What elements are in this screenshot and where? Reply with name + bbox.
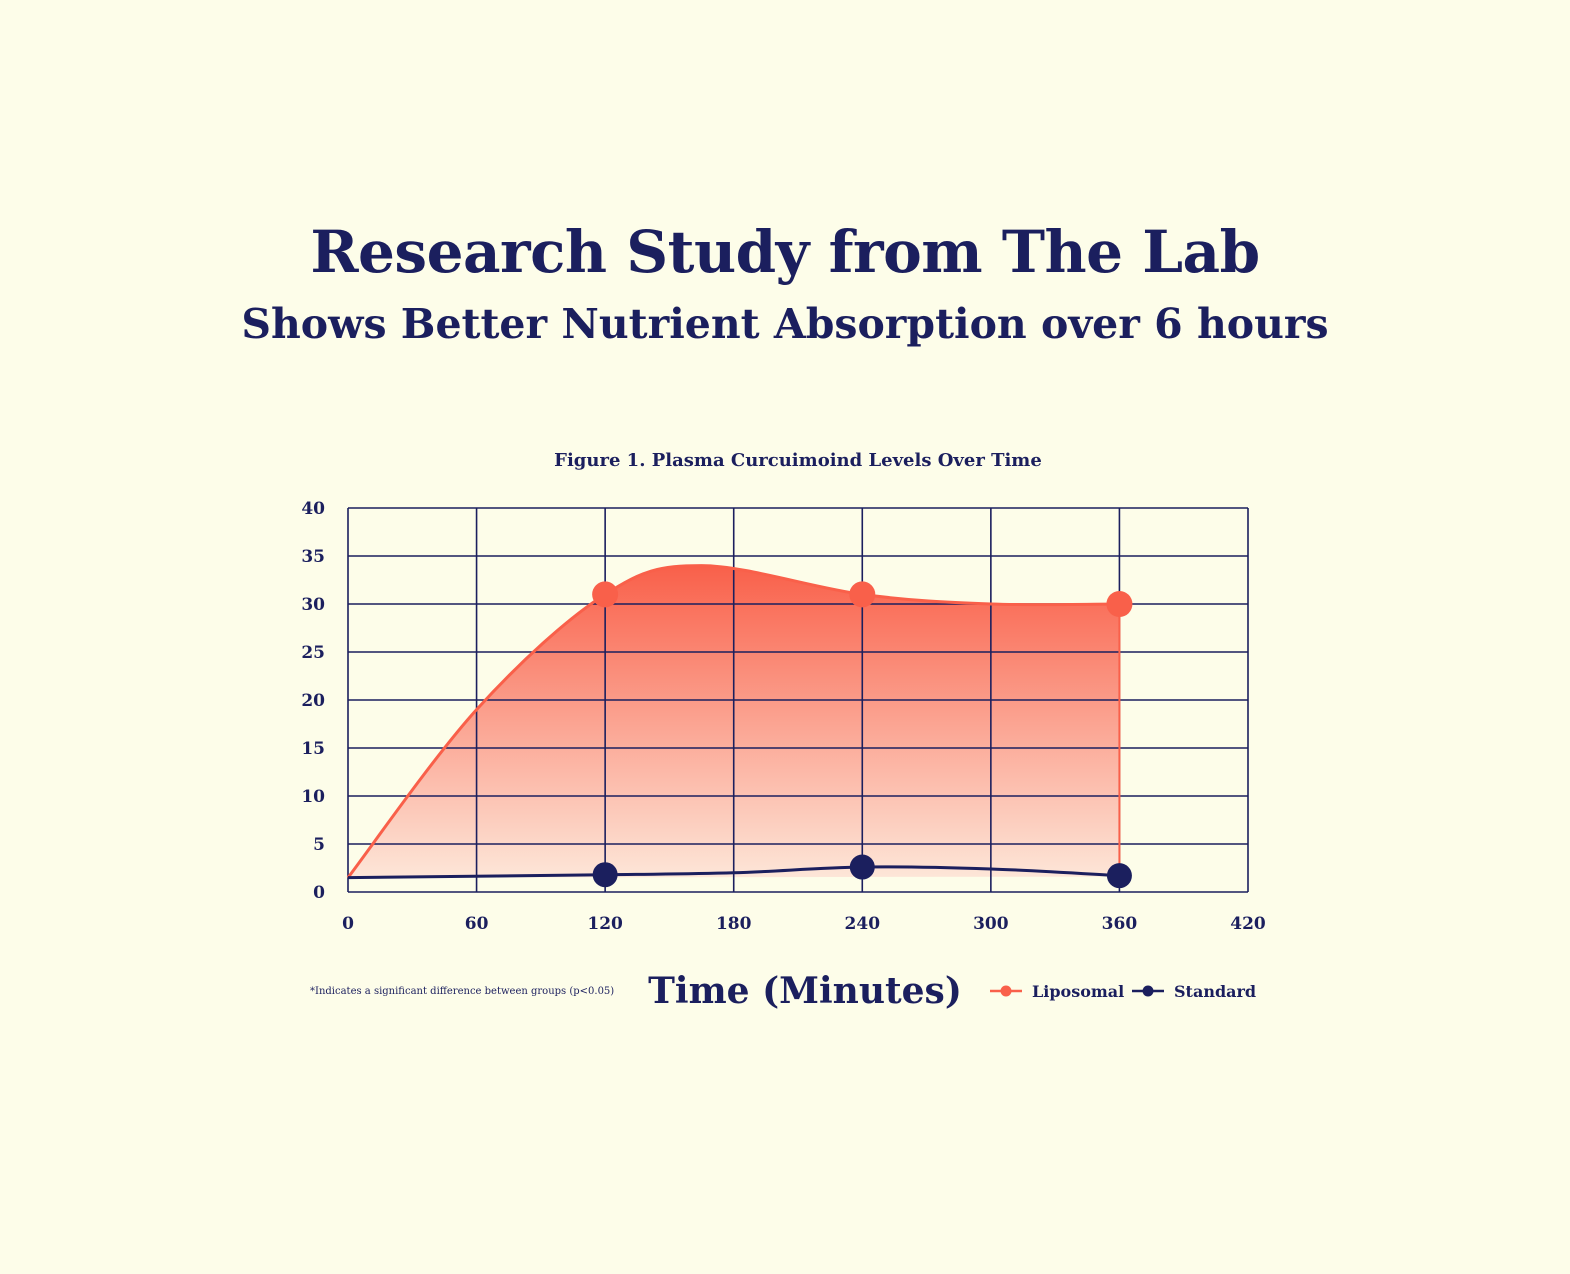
liposomal-point xyxy=(849,581,876,608)
figure-title: Figure 1. Plasma Curcuimoind Levels Over… xyxy=(554,450,1042,471)
plot-area: 0 5 10 15 20 25 30 35 40 0 60 120 180 240 300 360 420 xyxy=(301,499,1266,934)
legend-marker-liposomal xyxy=(1000,985,1012,997)
y-tick-label: 35 xyxy=(301,547,325,567)
x-tick-label: 360 xyxy=(1102,914,1138,934)
standard-point xyxy=(592,862,618,888)
y-tick-label: 40 xyxy=(301,499,325,519)
y-tick-label: 0 xyxy=(313,883,325,903)
y-tick-label: 15 xyxy=(301,739,325,759)
x-tick-label: 0 xyxy=(342,914,354,934)
liposomal-point xyxy=(592,581,619,608)
y-tick-label: 25 xyxy=(301,643,325,663)
y-tick-label: 20 xyxy=(301,691,325,711)
liposomal-line xyxy=(346,564,1120,879)
x-axis-label: Time (Minutes) xyxy=(648,970,962,1012)
page-subtitle: Shows Better Nutrient Absorption over 6 … xyxy=(241,300,1329,348)
legend-label-liposomal: Liposomal xyxy=(1032,982,1124,1001)
y-tick-label: 5 xyxy=(313,835,325,855)
x-tick-label: 240 xyxy=(845,914,881,934)
standard-line xyxy=(347,865,1120,880)
legend-label-standard: Standard xyxy=(1174,982,1256,1001)
legend: Liposomal Standard xyxy=(990,982,1256,1001)
standard-point xyxy=(849,854,875,880)
x-tick-label: 180 xyxy=(716,914,752,934)
x-tick-label: 120 xyxy=(587,914,623,934)
x-tick-label: 300 xyxy=(973,914,1009,934)
x-tick-label: 60 xyxy=(465,914,489,934)
y-tick-label: 10 xyxy=(301,787,325,807)
standard-point xyxy=(1106,863,1132,889)
x-tick-label: 420 xyxy=(1230,914,1266,934)
page-title: Research Study from The Lab xyxy=(310,218,1260,286)
legend-marker-standard xyxy=(1142,985,1154,997)
footnote: *Indicates a significant difference betw… xyxy=(310,986,614,997)
liposomal-point xyxy=(1106,591,1133,617)
y-tick-label: 30 xyxy=(301,595,325,615)
